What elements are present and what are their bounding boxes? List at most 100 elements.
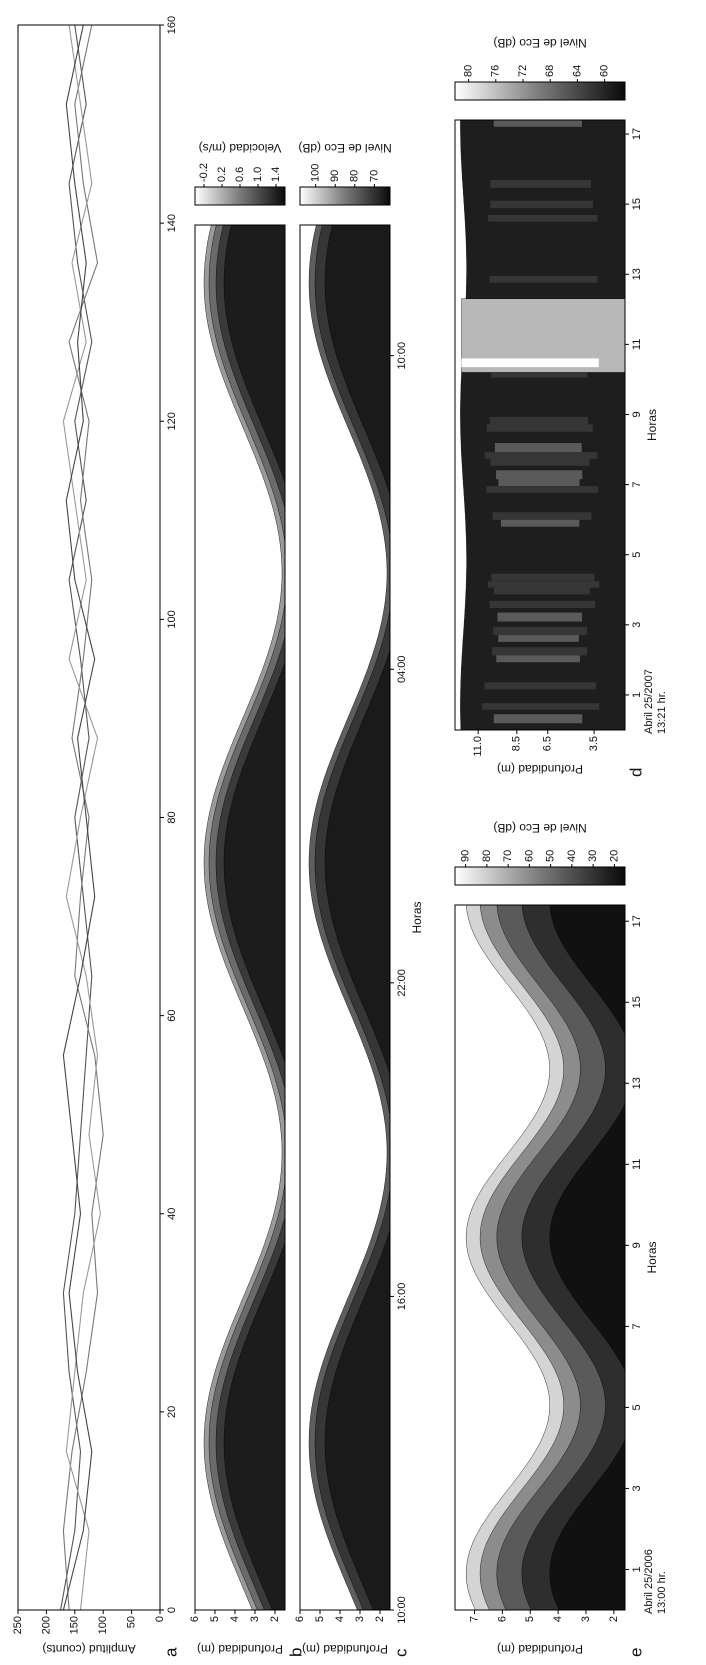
x-tick-label: 3 xyxy=(631,622,643,628)
y-tick-label: 250 xyxy=(12,1616,24,1634)
contour-streak xyxy=(489,600,596,608)
y-tick-label: 100 xyxy=(97,1616,109,1634)
y-tick-label: 5 xyxy=(209,1616,221,1622)
colorbar-tick-label: 1.4 xyxy=(270,167,282,182)
y-tick-label: 3.5 xyxy=(588,736,600,751)
x-tick-label: 17 xyxy=(631,128,643,140)
contour-streak xyxy=(487,581,600,588)
y-axis-title: Amplitud (counts) xyxy=(42,1642,135,1656)
contour-streak xyxy=(484,452,598,459)
contour-streak xyxy=(492,512,592,520)
x-tick-label: 22:00 xyxy=(396,969,408,997)
colorbar-tick-label: 1.0 xyxy=(252,167,264,182)
x-tick-label: 9 xyxy=(631,1242,643,1248)
y-tick-label: 150 xyxy=(69,1616,81,1634)
panel-letter: d xyxy=(626,768,645,777)
contour-streak xyxy=(489,275,598,283)
date-annotation: Abril 25/2006 xyxy=(643,1549,655,1614)
colorbar-title: Nivel de Eco (dB) xyxy=(493,821,586,835)
x-tick-label: 13 xyxy=(631,268,643,280)
x-tick-label: 1 xyxy=(631,1566,643,1572)
panel-letter: e xyxy=(626,1648,645,1657)
y-tick-label: 6 xyxy=(294,1616,306,1622)
x-tick-label: 140 xyxy=(166,214,178,232)
colorbar-title: Nivel de Eco (dB) xyxy=(493,36,586,50)
x-tick-label: 11 xyxy=(631,339,643,350)
plot-area xyxy=(308,225,390,1610)
y-tick-label: 2 xyxy=(374,1616,386,1622)
y-tick-label: 6 xyxy=(496,1616,508,1622)
contour-streak xyxy=(493,120,582,127)
y-tick-label: 4 xyxy=(229,1616,241,1622)
x-tick-label: 15 xyxy=(631,996,643,1008)
colorbar-tick-label: 64 xyxy=(571,65,583,77)
x-tick-label: 1 xyxy=(631,692,643,698)
colorbar xyxy=(454,866,626,886)
x-tick-label: 5 xyxy=(631,552,643,558)
x-tick-label: 100 xyxy=(166,610,178,628)
x-tick-label: 16:00 xyxy=(396,1283,408,1311)
colorbar-tick-label: 70 xyxy=(502,850,514,862)
x-axis-title: Horas xyxy=(645,409,659,441)
x-axis-title: Horas xyxy=(645,1241,659,1273)
y-tick-label: 3 xyxy=(354,1616,366,1622)
colorbar-tick-label: 72 xyxy=(517,65,529,77)
x-tick-label: 5 xyxy=(631,1404,643,1410)
y-tick-label: 50 xyxy=(126,1616,138,1628)
colorbar-title: Velocidad (m/s) xyxy=(199,141,282,155)
contour-streak xyxy=(488,214,598,222)
contour-band xyxy=(461,358,599,368)
y-axis-title: Profundidad (m) xyxy=(197,1642,283,1656)
date-annotation: 13:21 hr. xyxy=(656,691,668,734)
y-tick-label: 3 xyxy=(580,1616,592,1622)
colorbar-tick-label: -0.2 xyxy=(198,163,210,182)
panel-letter: a xyxy=(161,1647,180,1657)
contour-streak xyxy=(490,200,593,209)
colorbar-tick-label: 0.6 xyxy=(234,167,246,182)
date-annotation: 13:00 hr. xyxy=(656,1571,668,1614)
colorbar xyxy=(454,81,626,101)
panel-letter: c xyxy=(391,1648,410,1657)
y-tick-label: 8.5 xyxy=(511,736,523,751)
colorbar-tick-label: 80 xyxy=(349,170,361,182)
data-line xyxy=(62,25,96,1610)
contour-streak xyxy=(490,457,590,466)
contour-streak xyxy=(493,714,583,724)
x-tick-label: 9 xyxy=(631,411,643,417)
contour-streak xyxy=(482,703,600,710)
contour-streak xyxy=(493,626,588,636)
y-tick-label: 7 xyxy=(468,1616,480,1622)
contour-fill xyxy=(324,225,390,1610)
plot-area xyxy=(60,25,104,1610)
colorbar-tick-label: 60 xyxy=(523,850,535,862)
colorbar-tick-label: 70 xyxy=(368,170,380,182)
colorbar xyxy=(299,186,391,206)
colorbar-tick-label: 40 xyxy=(566,850,578,862)
contour-streak xyxy=(486,424,593,432)
x-tick-label: 7 xyxy=(631,482,643,488)
contour-streak xyxy=(494,443,582,453)
x-tick-label: 13 xyxy=(631,1077,643,1089)
contour-streak xyxy=(491,573,595,581)
x-tick-label: 10:00 xyxy=(396,1596,408,1624)
colorbar-tick-label: 60 xyxy=(599,65,611,77)
colorbar-tick-label: 90 xyxy=(329,170,341,182)
contour-streak xyxy=(490,180,591,188)
x-tick-label: 0 xyxy=(166,1607,178,1613)
colorbar-tick-label: 50 xyxy=(545,850,557,862)
colorbar-tick-label: 76 xyxy=(490,65,502,77)
date-annotation: Abril 25/2007 xyxy=(643,669,655,734)
colorbar-tick-label: 100 xyxy=(310,164,322,182)
colorbar-title: Nivel de Eco (dB) xyxy=(298,141,391,155)
plot-frame xyxy=(454,904,626,1611)
x-tick-label: 160 xyxy=(166,16,178,34)
x-tick-label: 80 xyxy=(166,811,178,823)
contour-streak xyxy=(497,612,583,622)
contour-streak xyxy=(493,586,590,595)
colorbar-tick-label: 90 xyxy=(460,850,472,862)
y-tick-label: 6 xyxy=(189,1616,201,1622)
contour-streak xyxy=(486,486,599,493)
